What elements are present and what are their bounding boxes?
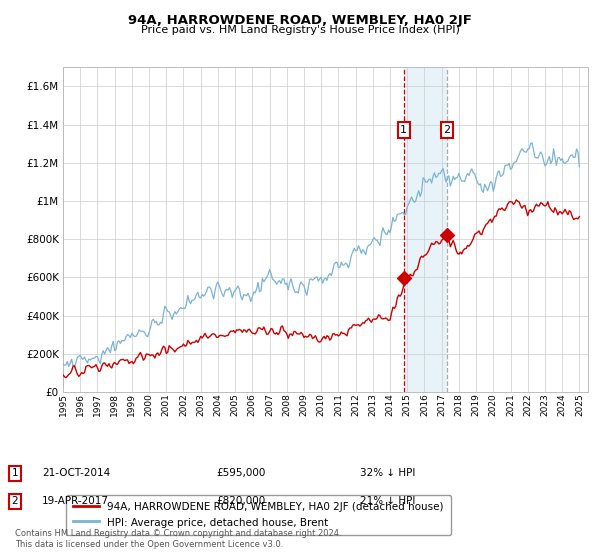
Text: £595,000: £595,000 xyxy=(216,468,265,478)
Text: 21-OCT-2014: 21-OCT-2014 xyxy=(42,468,110,478)
Text: 94A, HARROWDENE ROAD, WEMBLEY, HA0 2JF: 94A, HARROWDENE ROAD, WEMBLEY, HA0 2JF xyxy=(128,14,472,27)
Text: 1: 1 xyxy=(11,468,19,478)
Text: 2: 2 xyxy=(443,125,451,136)
Legend: 94A, HARROWDENE ROAD, WEMBLEY, HA0 2JF (detached house), HPI: Average price, det: 94A, HARROWDENE ROAD, WEMBLEY, HA0 2JF (… xyxy=(65,494,451,535)
Text: 21% ↓ HPI: 21% ↓ HPI xyxy=(360,496,415,506)
Bar xyxy=(404,67,447,392)
Text: Contains HM Land Registry data © Crown copyright and database right 2024.
This d: Contains HM Land Registry data © Crown c… xyxy=(15,529,341,549)
Text: £820,000: £820,000 xyxy=(216,496,265,506)
Text: 1: 1 xyxy=(400,125,407,136)
Text: 32% ↓ HPI: 32% ↓ HPI xyxy=(360,468,415,478)
Point xyxy=(399,274,409,283)
Text: Price paid vs. HM Land Registry's House Price Index (HPI): Price paid vs. HM Land Registry's House … xyxy=(140,25,460,35)
Text: 19-APR-2017: 19-APR-2017 xyxy=(42,496,109,506)
Text: 2: 2 xyxy=(11,496,19,506)
Point xyxy=(442,231,452,240)
